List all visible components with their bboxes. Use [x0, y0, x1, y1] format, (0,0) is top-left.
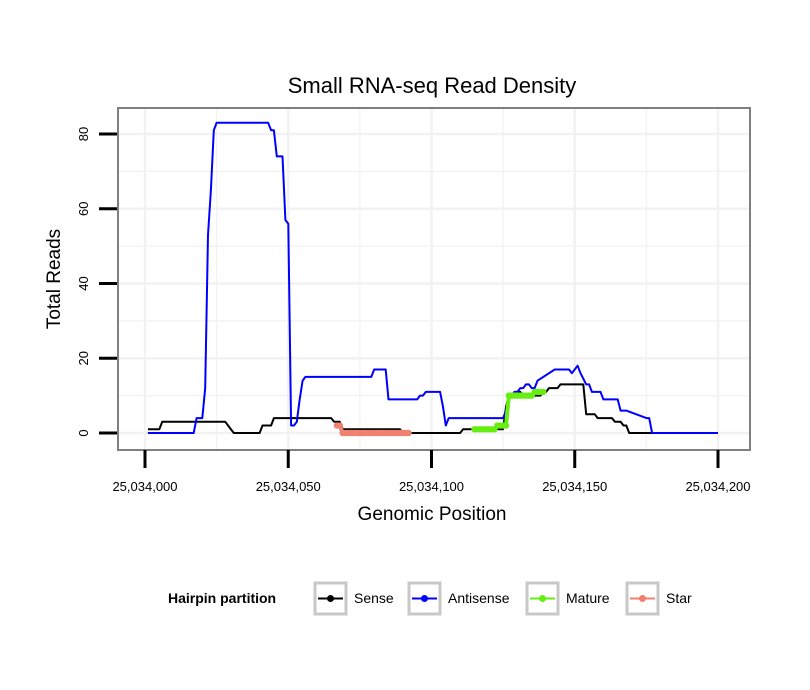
y-axis-title: Total Reads [44, 229, 65, 329]
x-tick-label: 25,034,100 [399, 479, 464, 494]
x-tick-label: 25,034,200 [685, 479, 750, 494]
legend-label: Antisense [448, 590, 510, 606]
legend-item-star: Star [625, 581, 692, 616]
series-antisense [147, 121, 718, 434]
y-axis: 0 20 40 60 80 [76, 127, 117, 437]
y-tick-label: 60 [76, 202, 91, 216]
series-line [147, 121, 718, 434]
legend-label: Mature [566, 590, 610, 606]
legend-label: Star [666, 590, 692, 606]
data-point [336, 422, 344, 429]
legend-key-marker [327, 595, 334, 602]
legend-title: Hairpin partition [168, 590, 276, 606]
legend-item-antisense: Antisense [407, 581, 510, 616]
x-axis: 25,034,000 25,034,050 25,034,100 25,034,150… [112, 450, 751, 494]
series-star [333, 422, 412, 437]
x-axis-title: Genomic Position [358, 504, 507, 525]
chart-title: Small RNA-seq Read Density [288, 73, 577, 98]
legend-key-marker [639, 595, 646, 602]
y-tick-label: 20 [76, 351, 91, 365]
legend-key-marker [421, 595, 428, 602]
x-tick-label: 25,034,000 [112, 479, 177, 494]
legend-item-mature: Mature [525, 581, 610, 616]
plot-panel [117, 107, 751, 451]
legend-key-marker [539, 595, 546, 602]
x-tick-label: 25,034,150 [542, 479, 607, 494]
series-group [147, 121, 718, 437]
y-tick-label: 0 [76, 429, 91, 436]
y-tick-label: 80 [76, 127, 91, 141]
x-tick-label: 25,034,050 [256, 479, 321, 494]
y-tick-label: 40 [76, 276, 91, 290]
series-mature [471, 388, 547, 433]
data-point [405, 429, 412, 437]
data-point [540, 388, 547, 396]
legend-item-sense: Sense [313, 581, 394, 616]
legend-label: Sense [354, 590, 394, 606]
data-point [502, 422, 510, 429]
legend: Hairpin partition Sense Antisense Mature St… [168, 581, 692, 616]
